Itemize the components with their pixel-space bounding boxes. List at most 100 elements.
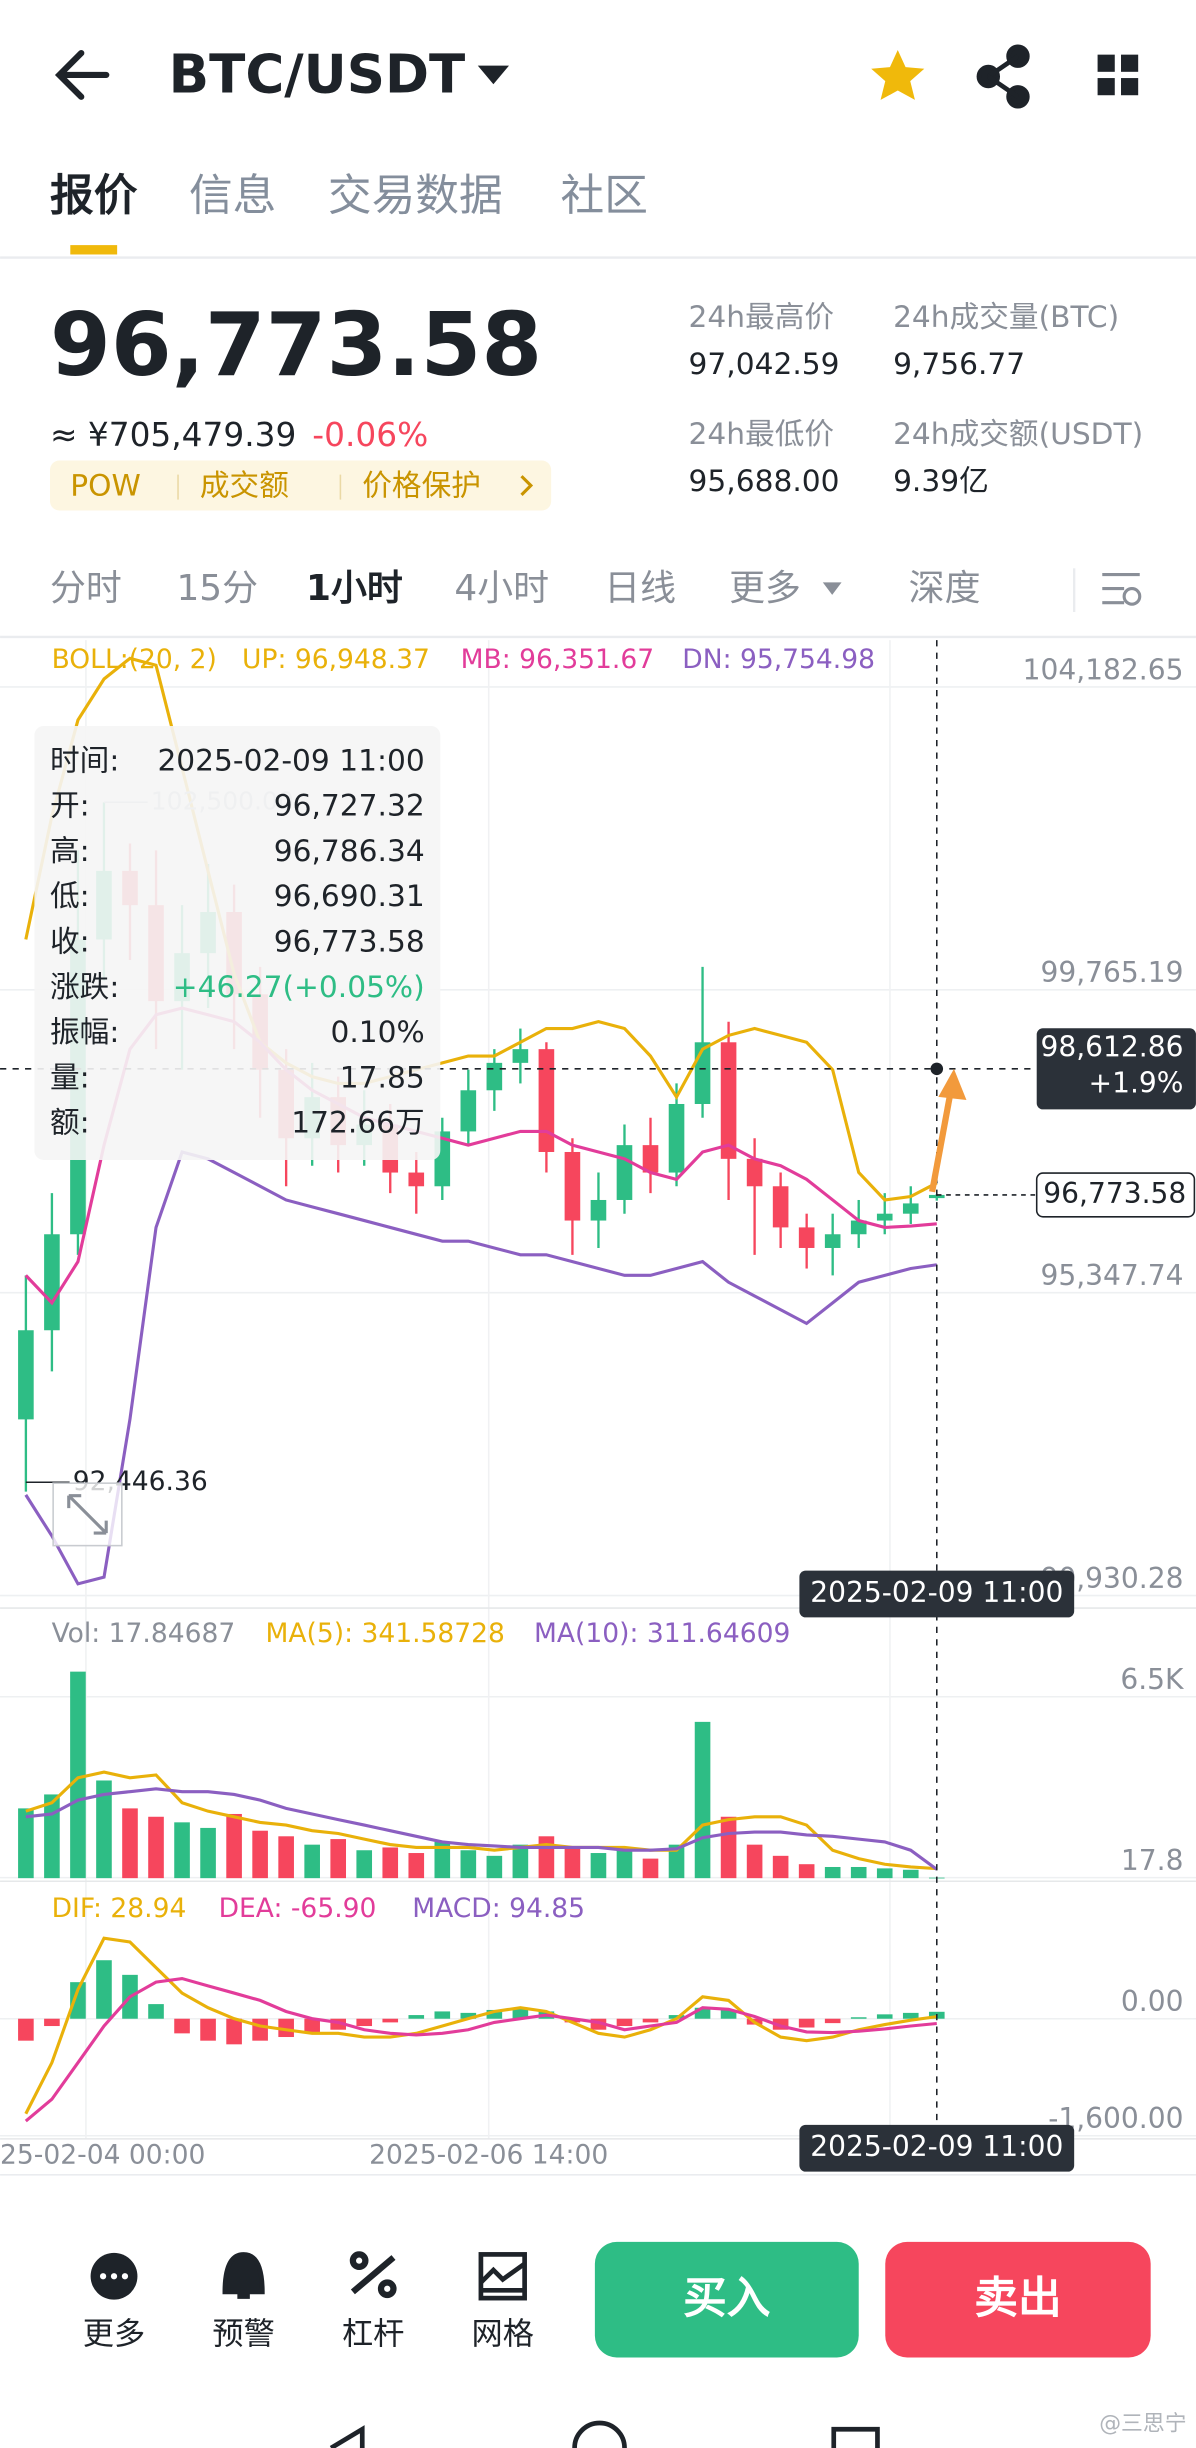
more-icon[interactable] (90, 2252, 138, 2300)
indicator-line (25, 1787, 938, 1871)
timeframe[interactable]: 更多 (729, 568, 801, 609)
last-price: 96,773.58 (50, 294, 542, 396)
volume-bar (304, 1844, 320, 1879)
indicator-line (24, 1936, 937, 2115)
tool-label[interactable]: 更多 (83, 2317, 145, 2353)
buy-label[interactable]: 买入 (683, 2273, 771, 2324)
price-change: -0.06% (312, 416, 428, 454)
volume-bar (434, 1841, 451, 1879)
volume-bar (876, 1868, 893, 1879)
volume-bar (44, 1794, 60, 1879)
tooltip-value: 96,786.34 (274, 833, 425, 868)
tool-label[interactable]: 网格 (472, 2317, 534, 2353)
macd-bar (408, 2015, 425, 2019)
nav-home[interactable] (572, 2420, 627, 2448)
volume-bar (382, 1847, 399, 1879)
tool-label[interactable]: 杠杆 (342, 2317, 404, 2353)
macd-bar (564, 2018, 581, 2023)
macd-bar (512, 2007, 529, 2019)
legend-entry: MB: 96,351.67 (461, 644, 655, 675)
macd-bar (850, 2017, 867, 2019)
candle-body (460, 1090, 477, 1132)
macd-bar (148, 2004, 164, 2019)
macd-bar (70, 1982, 86, 2019)
timeframe[interactable]: 4小时 (454, 568, 549, 609)
tab[interactable]: 信息 (189, 170, 276, 221)
tooltip-label: 涨跌: (50, 969, 119, 1004)
volume-bar (174, 1822, 190, 1879)
tooltip-value: 2025-02-09 11:00 (157, 742, 424, 777)
annotation-arrow (929, 1090, 954, 1193)
tooltip-value: 0.10% (330, 1014, 424, 1049)
macd-bar (226, 2018, 242, 2045)
volume-bar (694, 1721, 711, 1879)
indicator-line (24, 1976, 937, 2123)
pair-title[interactable]: BTC/USDT (169, 44, 466, 106)
nav-back[interactable] (329, 2425, 365, 2448)
volume-bar (746, 1844, 763, 1879)
tag[interactable]: 价格保护 (362, 468, 481, 503)
timeframe[interactable]: 1小时 (306, 568, 403, 609)
grid-menu[interactable] (1097, 54, 1139, 96)
more-dropdown[interactable] (822, 582, 842, 595)
macd-bar (96, 1960, 112, 2019)
tooltip-value: 17.85 (340, 1059, 425, 1094)
tag-strip (50, 460, 552, 511)
macd-bar (252, 2018, 268, 2041)
volume-bar (252, 1830, 268, 1879)
tab[interactable]: 报价 (50, 170, 138, 221)
volume-bar (798, 1864, 815, 1879)
alert-icon[interactable] (222, 2252, 265, 2299)
tab[interactable]: 社区 (561, 170, 648, 221)
y-tick-label: 104,182.65 (1023, 653, 1184, 686)
tag-arrow[interactable] (520, 475, 534, 497)
timeframe[interactable]: 日线 (604, 568, 676, 609)
legend-entry: MA(10): 311.64609 (534, 1618, 790, 1649)
candle-body (616, 1145, 633, 1200)
grid-bot-icon[interactable] (478, 2252, 527, 2301)
tab-indicator (70, 245, 118, 255)
crosshair-change: +1.9% (1089, 1066, 1184, 1099)
chart-settings[interactable] (1102, 572, 1142, 606)
favorite-star[interactable] (871, 49, 925, 100)
expand-button[interactable] (52, 1482, 123, 1547)
annotation-arrowhead (938, 1068, 967, 1101)
macd-bar (772, 2018, 789, 2030)
timeframe[interactable]: 分时 (50, 568, 122, 609)
share-button[interactable] (976, 44, 1030, 109)
tooltip-value: 96,690.31 (274, 878, 425, 913)
tag[interactable]: 成交额 (200, 468, 289, 503)
stat-value: 97,042.59 (689, 346, 840, 381)
tag[interactable]: POW (70, 468, 141, 503)
candle-body (538, 1049, 555, 1152)
tool-label[interactable]: 预警 (212, 2317, 274, 2353)
volume-bar (616, 1850, 633, 1879)
stat-label: 24h成交量(BTC) (893, 299, 1119, 334)
candle-body (408, 1172, 425, 1187)
tab[interactable]: 交易数据 (328, 170, 503, 221)
volume-bar (824, 1866, 841, 1879)
sell-label[interactable]: 卖出 (974, 2273, 1061, 2324)
cny-price: ≈ ¥705,479.39 (50, 416, 296, 454)
nav-recent[interactable] (831, 2426, 880, 2448)
macd-bar (382, 2018, 399, 2023)
x-tick-label: 2025-02-06 14:00 (369, 2140, 608, 2171)
timeframe[interactable]: 15分 (176, 568, 258, 609)
leverage-icon[interactable] (349, 2251, 397, 2299)
buy-button[interactable] (594, 2241, 859, 2358)
candle-body (590, 1199, 607, 1221)
macd-bar (798, 2018, 815, 2028)
tooltip-label: 低: (50, 878, 90, 913)
macd-bar (694, 2007, 711, 2019)
stat-label: 24h成交额(USDT) (893, 416, 1143, 451)
timeframe[interactable]: 深度 (909, 568, 981, 609)
macd-bar (174, 2018, 190, 2034)
sell-button[interactable] (885, 2241, 1151, 2358)
pair-dropdown[interactable] (477, 65, 510, 85)
indicator-label: BOLL:(20, 2) (52, 644, 217, 675)
back-button[interactable] (54, 49, 110, 100)
candle-body (876, 1213, 893, 1221)
crosshair-time-box (799, 2124, 1075, 2172)
candle-body (642, 1145, 659, 1173)
